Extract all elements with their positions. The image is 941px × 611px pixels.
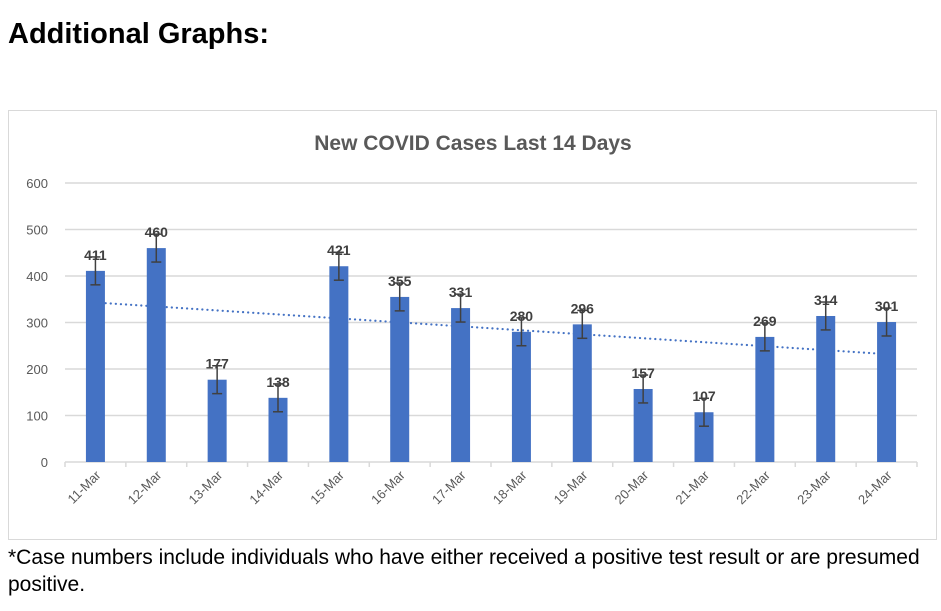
bar [329, 266, 349, 462]
bar [572, 324, 592, 462]
footnote: *Case numbers include individuals who ha… [8, 546, 920, 596]
data-label: 355 [388, 273, 412, 289]
data-label: 296 [571, 300, 595, 316]
data-label: 301 [875, 298, 899, 314]
bar [390, 296, 410, 462]
x-tick-label: 20-Mar [612, 467, 652, 507]
bar [146, 248, 166, 462]
x-tick-label: 19-Mar [551, 467, 591, 507]
data-label: 157 [631, 365, 655, 381]
x-tick-label: 17-Mar [429, 467, 469, 507]
x-tick-label: 24-Mar [855, 467, 895, 507]
x-tick-label: 14-Mar [246, 467, 286, 507]
data-label: 138 [266, 374, 290, 390]
data-label: 314 [814, 292, 838, 308]
y-tick-label: 400 [26, 269, 48, 284]
x-tick-label: 22-Mar [733, 467, 773, 507]
data-label: 107 [692, 388, 716, 404]
trendline [94, 301, 888, 356]
data-label: 460 [145, 224, 169, 240]
x-tick-label: 15-Mar [307, 467, 347, 507]
data-label: 280 [510, 308, 534, 324]
bar [511, 331, 531, 462]
bar [207, 379, 227, 462]
y-tick-label: 500 [26, 223, 48, 238]
bar [694, 412, 714, 462]
x-tick-label: 18-Mar [490, 467, 530, 507]
bar [451, 308, 471, 462]
y-tick-label: 200 [26, 362, 48, 377]
chart-title: New COVID Cases Last 14 Days [314, 132, 631, 155]
data-label: 177 [205, 356, 229, 372]
bar [633, 388, 653, 462]
y-tick-label: 600 [26, 176, 48, 191]
data-label: 411 [84, 247, 107, 263]
chart-container [8, 110, 937, 540]
data-label: 331 [449, 284, 473, 300]
bar [85, 270, 105, 462]
x-tick-label: 21-Mar [672, 467, 712, 507]
bar [268, 397, 288, 462]
bar [755, 336, 775, 462]
bar-chart: New COVID Cases Last 14 Days 0 100 200 300 40… [26, 132, 918, 507]
bar [816, 315, 836, 462]
x-tick-label: 11-Mar [65, 467, 105, 507]
page-heading: Additional Graphs: [8, 18, 269, 50]
x-tick-label: 23-Mar [794, 467, 834, 507]
x-tick-label: 16-Mar [368, 467, 408, 507]
y-tick-label: 300 [26, 316, 48, 331]
data-label: 269 [753, 313, 777, 329]
bar [877, 322, 897, 462]
x-tick-label: 12-Mar [125, 467, 165, 507]
data-label: 421 [327, 242, 351, 258]
y-tick-label: 100 [26, 409, 48, 424]
x-tick-label: 13-Mar [186, 467, 226, 507]
y-tick-label: 0 [41, 455, 48, 470]
